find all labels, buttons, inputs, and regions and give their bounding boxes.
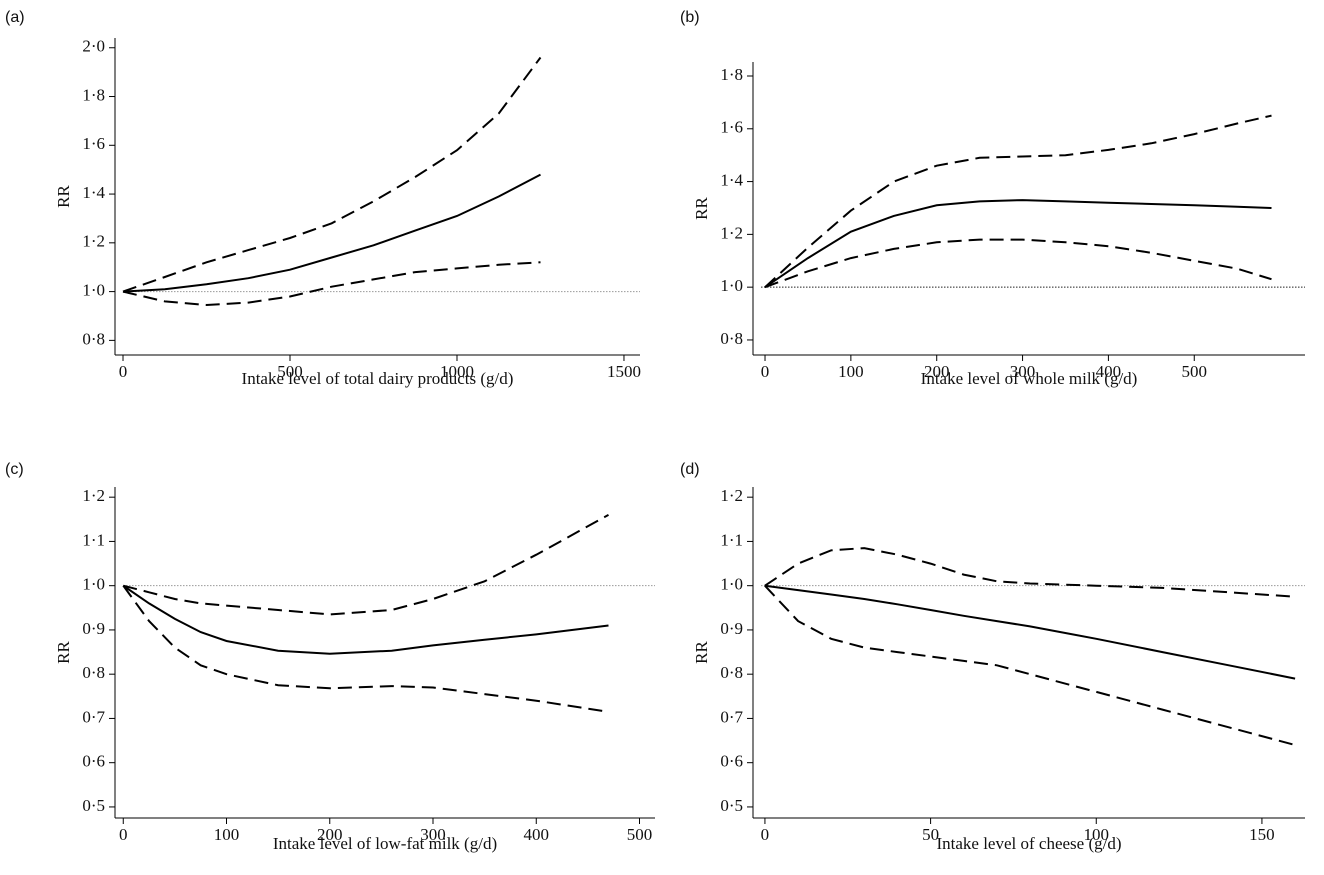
x-tick-label: 400 <box>1096 362 1122 381</box>
x-tick-label: 500 <box>277 362 303 381</box>
series-line <box>122 56 542 293</box>
y-tick-label: 1·2 <box>720 223 743 242</box>
series-line <box>122 261 541 307</box>
y-tick-label: 1·6 <box>82 134 105 153</box>
y-tick-label: 1·0 <box>82 281 105 300</box>
panel-label: (d) <box>680 461 700 478</box>
series-line <box>764 547 1296 598</box>
x-tick-label: 200 <box>924 362 950 381</box>
x-tick-label: 400 <box>524 825 550 844</box>
x-axis-label: Intake level of low-fat milk (g/d) <box>273 834 497 853</box>
x-tick-label: 1000 <box>440 362 474 381</box>
y-tick-label: 1·2 <box>720 486 743 505</box>
y-tick-label: 1·1 <box>82 530 105 549</box>
panel-label: (a) <box>5 9 25 26</box>
y-tick-label: 1·1 <box>720 530 743 549</box>
y-tick-label: 2·0 <box>82 37 105 56</box>
y-tick-label: 0·6 <box>82 752 105 771</box>
x-tick-label: 0 <box>119 825 128 844</box>
y-tick-label: 1·8 <box>720 65 743 84</box>
series-line <box>764 238 1272 289</box>
panel-label: (c) <box>5 461 24 478</box>
x-tick-label: 0 <box>119 362 128 381</box>
x-tick-label: 50 <box>922 825 939 844</box>
x-tick-label: 500 <box>1182 362 1208 381</box>
y-tick-label: 0·9 <box>82 619 105 638</box>
y-tick-label: 1·0 <box>720 276 743 295</box>
y-tick-label: 0·9 <box>720 619 743 638</box>
y-tick-label: 0·5 <box>82 796 105 815</box>
x-tick-label: 1500 <box>607 362 641 381</box>
series-line <box>122 584 609 655</box>
x-axis-label: Intake level of whole milk (g/d) <box>921 369 1138 388</box>
series-line <box>122 585 609 713</box>
x-tick-label: 100 <box>838 362 864 381</box>
y-tick-label: 0·8 <box>82 663 105 682</box>
y-tick-label: 0·6 <box>720 752 743 771</box>
x-tick-label: 300 <box>420 825 446 844</box>
series-line <box>764 584 1296 680</box>
series-line <box>764 585 1296 746</box>
y-tick-label: 0·7 <box>720 707 743 726</box>
y-axis-label: RR <box>54 641 73 664</box>
x-tick-label: 500 <box>627 825 653 844</box>
x-tick-label: 200 <box>317 825 343 844</box>
y-tick-label: 1·4 <box>720 170 743 189</box>
y-tick-label: 1·8 <box>82 85 105 104</box>
x-tick-label: 0 <box>761 825 770 844</box>
series-line <box>764 114 1272 288</box>
panel-label: (b) <box>680 9 700 26</box>
y-tick-label: 1·2 <box>82 486 105 505</box>
y-tick-label: 0·8 <box>720 663 743 682</box>
y-tick-label: 1·0 <box>720 575 743 594</box>
y-tick-label: 1·6 <box>720 118 743 137</box>
series-line <box>764 199 1272 289</box>
y-axis-label: RR <box>692 197 711 220</box>
y-tick-label: 1·2 <box>82 232 105 251</box>
y-axis-label: RR <box>54 185 73 208</box>
y-tick-label: 0·8 <box>82 329 105 348</box>
x-tick-label: 300 <box>1010 362 1036 381</box>
y-tick-label: 1·4 <box>82 183 105 202</box>
x-axis-label: Intake level of cheese (g/d) <box>936 834 1121 853</box>
y-axis-label: RR <box>692 641 711 664</box>
series-line <box>122 173 541 293</box>
x-tick-label: 100 <box>214 825 240 844</box>
y-tick-label: 0·7 <box>82 707 105 726</box>
y-tick-label: 1·0 <box>82 575 105 594</box>
x-tick-label: 100 <box>1084 825 1110 844</box>
y-tick-label: 0·5 <box>720 796 743 815</box>
x-tick-label: 150 <box>1249 825 1275 844</box>
x-tick-label: 0 <box>761 362 770 381</box>
x-axis-label: Intake level of total dairy products (g/… <box>242 369 514 388</box>
y-tick-label: 0·8 <box>720 329 743 348</box>
series-line <box>123 514 609 616</box>
